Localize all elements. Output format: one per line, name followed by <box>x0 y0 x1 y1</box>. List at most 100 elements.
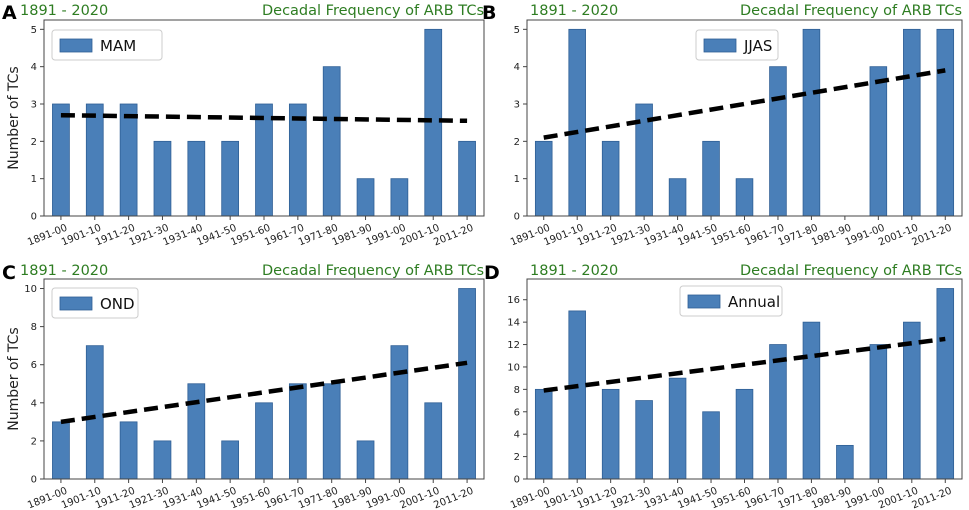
bar-1941-50 <box>221 440 240 480</box>
y-tick-label: 4 <box>514 430 520 441</box>
panel-title: Decadal Frequency of ARB TCs <box>740 3 962 19</box>
panel-period: 1891 - 2020 <box>20 263 108 279</box>
bar-1941-50 <box>221 140 240 217</box>
bar-1961-70 <box>288 383 307 480</box>
bar-1961-70 <box>288 103 307 217</box>
bar-1971-80 <box>802 28 821 217</box>
y-tick-label: 3 <box>514 100 520 111</box>
bar-1941-50 <box>702 411 720 480</box>
bar-1951-60 <box>255 402 273 480</box>
legend: Annual <box>679 285 783 317</box>
panel-title: Decadal Frequency of ARB TCs <box>262 3 484 19</box>
bar-1891-00 <box>534 140 553 217</box>
legend-swatch <box>687 294 721 309</box>
y-tick-label: 2 <box>514 452 520 463</box>
trend-line <box>543 68 946 140</box>
bar-1941-50 <box>702 140 720 217</box>
bar-1951-60 <box>735 388 754 480</box>
y-axis-label: Number of TCs <box>6 66 22 169</box>
panel-a: A 1891 - 2020 Decadal Frequency of ARB TCs… <box>2 2 485 248</box>
bar-1991-00 <box>869 66 888 217</box>
y-tick-label: 6 <box>31 360 37 371</box>
bar-1971-80 <box>322 66 341 217</box>
panel-period: 1891 - 2020 <box>530 263 618 279</box>
y-tick-label: 14 <box>507 318 520 329</box>
panel-title: Decadal Frequency of ARB TCs <box>740 263 962 279</box>
panel-b: B 1891 - 2020 Decadal Frequency of ARB TCs… <box>482 2 963 248</box>
bar-1931-40 <box>187 383 206 480</box>
y-tick-label: 1 <box>514 174 520 185</box>
legend-swatch <box>59 38 93 53</box>
y-tick-label: 4 <box>514 62 520 73</box>
legend-label: JJAS <box>743 37 772 55</box>
y-tick-label: 8 <box>514 385 520 396</box>
y-tick-label: 8 <box>31 322 37 333</box>
bar-1931-40 <box>668 377 687 480</box>
legend-swatch <box>59 296 93 311</box>
legend-swatch <box>703 38 737 53</box>
bar-1981-90 <box>356 440 375 480</box>
legend-box <box>679 285 783 317</box>
bar-1991-00 <box>390 345 409 480</box>
bar-2001-10 <box>903 28 921 217</box>
bar-1911-20 <box>601 388 620 480</box>
bar-1931-40 <box>187 140 206 217</box>
y-tick-label: 3 <box>31 100 37 111</box>
bar-1971-80 <box>322 383 341 480</box>
legend-box <box>695 29 779 61</box>
y-tick-label: 1 <box>31 174 37 185</box>
trend-line <box>543 336 946 393</box>
y-tick-label: 4 <box>31 398 37 409</box>
bar-2011-20 <box>458 288 476 480</box>
y-tick-label: 6 <box>514 407 520 418</box>
bar-2001-10 <box>424 402 443 480</box>
bar-1921-30 <box>153 140 172 217</box>
legend-label: MAM <box>100 37 136 55</box>
y-tick-label: 5 <box>31 25 37 36</box>
legend: JJAS <box>695 29 779 61</box>
panel-letter: C <box>2 262 16 284</box>
y-tick-label: 16 <box>507 295 520 306</box>
bar-1991-00 <box>390 178 409 217</box>
y-tick-label: 2 <box>31 436 37 447</box>
bar-1891-00 <box>52 103 70 217</box>
bar-1981-90 <box>356 178 375 217</box>
panel-letter: D <box>484 262 500 284</box>
bar-1891-00 <box>52 421 70 480</box>
panel-letter: B <box>482 2 496 24</box>
panel-period: 1891 - 2020 <box>530 3 618 19</box>
bar-2011-20 <box>936 288 955 480</box>
bar-1891-00 <box>534 388 553 480</box>
bar-1931-40 <box>668 178 687 217</box>
trend-line <box>60 112 468 124</box>
legend-label: Annual <box>728 293 780 311</box>
panel-letter: A <box>2 2 17 24</box>
panel-d: D 1891 - 2020 Decadal Frequency of ARB TCs… <box>484 262 963 510</box>
bar-1921-30 <box>635 400 653 480</box>
bar-1961-70 <box>769 66 787 217</box>
bar-1911-20 <box>601 140 620 217</box>
y-tick-label: 12 <box>507 340 520 351</box>
panel-c: C 1891 - 2020 Decadal Frequency of ARB TCs… <box>2 262 485 510</box>
panel-title: Decadal Frequency of ARB TCs <box>262 263 484 279</box>
bar-2011-20 <box>936 28 955 217</box>
bar-1951-60 <box>735 178 754 217</box>
bar-1981-90 <box>836 444 854 480</box>
legend-box <box>51 287 139 319</box>
y-tick-label: 10 <box>24 284 37 295</box>
y-tick-label: 2 <box>514 137 520 148</box>
y-tick-label: 10 <box>507 362 520 373</box>
y-axis-label: Number of TCs <box>6 327 22 430</box>
bar-1901-10 <box>85 345 104 480</box>
bar-1901-10 <box>568 310 586 480</box>
trend-line <box>60 360 468 425</box>
y-tick-label: 5 <box>514 25 520 36</box>
bar-1901-10 <box>85 103 104 217</box>
bar-1921-30 <box>153 440 172 480</box>
bar-1951-60 <box>255 103 273 217</box>
y-tick-label: 2 <box>31 137 37 148</box>
legend-box <box>51 29 163 61</box>
legend: OND <box>51 287 139 319</box>
y-tick-label: 0 <box>31 212 37 223</box>
